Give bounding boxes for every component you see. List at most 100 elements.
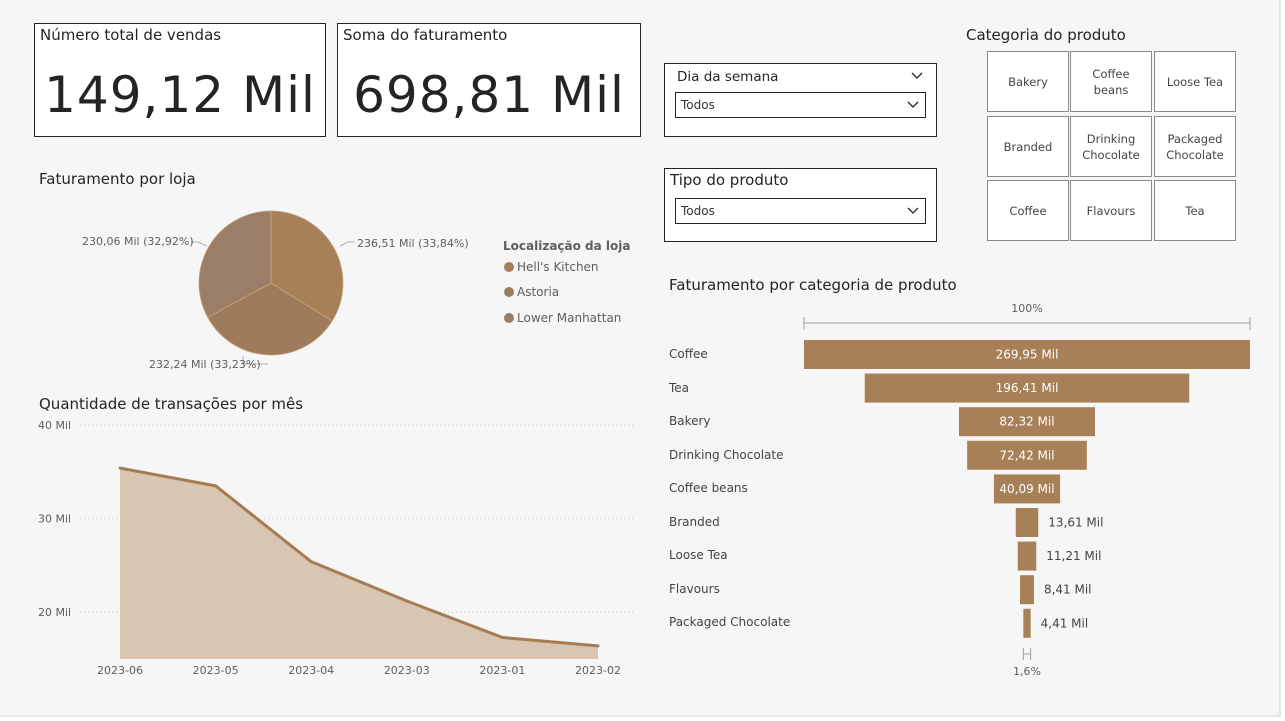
legend-item[interactable]: Astoria [504,285,559,299]
slicer-title: Dia da semana [677,69,779,85]
category-tile[interactable]: Loose Tea [1154,51,1236,112]
chevron-down-icon[interactable] [910,69,924,83]
x-tick-label: 2023-04 [288,664,334,677]
data-point[interactable] [309,560,313,564]
x-tick-label: 2023-02 [575,664,621,677]
y-tick-label: 30 Mil [38,513,71,526]
x-tick-label: 2023-05 [193,664,239,677]
product-type-dropdown[interactable]: Todos [675,198,926,224]
funnel-bar[interactable] [993,474,1061,504]
pie-leader-line [191,241,208,247]
pie-data-label: 232,24 Mil (33,23%) [149,358,261,371]
weekday-slicer: Dia da semana Todos [664,63,937,137]
area-chart-title: Quantidade de transações por mês [39,395,304,413]
funnel-data-label: 4,41 Mil [1041,616,1089,630]
data-point[interactable] [214,484,218,488]
funnel-bar[interactable] [1020,575,1034,605]
legend-item[interactable]: Hell's Kitchen [504,260,599,274]
kpi-title: Número total de vendas [40,26,222,44]
funnel-bar[interactable] [804,340,1250,369]
category-slicer-title: Categoria do produto [966,26,1126,44]
funnel-category-label: Coffee beans [669,481,748,495]
data-point[interactable] [118,466,122,470]
funnel-data-label: 72,42 Mil [999,448,1054,462]
legend-title: Localização da loja [503,239,631,253]
kpi-title: Soma do faturamento [343,26,508,44]
x-tick-label: 2023-01 [479,664,525,677]
funnel-data-label: 40,09 Mil [999,482,1054,496]
y-tick-label: 40 Mil [38,419,71,432]
funnel-category-label: Loose Tea [669,548,728,562]
area-chart: 20 Mil 30 Mil 40 Mil 2023-06 2023-05 2023-04 2… [38,419,634,677]
pie-chart [191,210,355,365]
weekday-dropdown[interactable]: Todos [675,92,926,118]
category-tile[interactable]: Packaged Chocolate [1154,116,1236,177]
kpi-value: 149,12 Mil [44,66,316,124]
dropdown-value: Todos [681,204,715,218]
data-point[interactable] [405,599,409,603]
legend-item[interactable]: Lower Manhattan [504,311,621,325]
legend-label: Hell's Kitchen [517,260,599,274]
product-type-slicer: Tipo do produto Todos [664,168,937,242]
funnel-top-bracket [803,317,1251,330]
dropdown-value: Todos [681,98,715,112]
data-point[interactable] [500,635,504,639]
x-tick-label: 2023-06 [97,664,143,677]
pie-slice[interactable] [270,210,344,322]
funnel-data-label: 13,61 Mil [1048,516,1103,530]
chevron-down-icon [907,207,919,214]
funnel-top-percent: 100% [1011,302,1042,315]
legend-dot [504,313,514,323]
category-tile[interactable]: Coffee beans [1070,51,1152,112]
funnel-data-label: 82,32 Mil [999,415,1054,429]
funnel-category-label: Branded [669,515,720,529]
slicer-title: Tipo do produto [670,171,789,189]
legend-label: Lower Manhattan [517,311,622,325]
y-tick-label: 20 Mil [38,606,71,619]
funnel-category-label: Bakery [669,414,711,428]
area-fill [120,468,598,659]
kpi-value: 698,81 Mil [353,66,625,124]
pie-chart-title: Faturamento por loja [39,170,196,188]
funnel-category-label: Coffee [669,347,708,361]
category-tile[interactable]: Coffee [987,180,1069,241]
funnel-data-label: 11,21 Mil [1046,549,1101,563]
funnel-data-label: 269,95 Mil [996,348,1059,362]
category-tile[interactable]: Branded [987,116,1069,177]
pie-slice[interactable] [207,282,333,356]
funnel-category-label: Flavours [669,582,720,596]
chevron-down-icon [907,101,919,108]
funnel-category-label: Tea [669,381,690,395]
kpi-card-total-sales: Número total de vendas 149,12 Mil [34,23,326,137]
area-line [119,466,599,648]
pie-slice[interactable] [198,210,272,318]
funnel-bar[interactable] [864,373,1190,403]
category-tile[interactable]: Flavours [1070,180,1152,241]
funnel-chart-title: Faturamento por categoria de produto [669,276,957,294]
funnel-chart: 100% 269,95 Mil 196,41 Mil 82,32 Mil 72,42 M… [803,302,1251,678]
category-tile[interactable]: Drinking Chocolate [1070,116,1152,177]
legend-dot [504,287,514,297]
funnel-category-label: Drinking Chocolate [669,448,784,462]
funnel-bar[interactable] [967,440,1087,470]
funnel-bottom-percent: 1,6% [1013,665,1041,678]
funnel-bar[interactable] [958,407,1096,437]
funnel-bottom-bracket [1022,648,1032,660]
pie-data-label: 236,51 Mil (33,84%) [357,237,469,250]
pie-data-label: 230,06 Mil (32,92%) [82,235,194,248]
legend-dot [504,262,514,272]
pie-leader-line [242,356,268,365]
funnel-data-label: 196,41 Mil [996,381,1059,395]
kpi-card-total-revenue: Soma do faturamento 698,81 Mil [337,23,641,137]
funnel-bar[interactable] [1023,608,1031,638]
funnel-bar[interactable] [1017,541,1037,571]
category-tile[interactable]: Tea [1154,180,1236,241]
funnel-bar[interactable] [1015,508,1039,537]
data-point[interactable] [596,644,600,648]
funnel-category-label: Packaged Chocolate [669,615,791,629]
x-tick-label: 2023-03 [384,664,430,677]
funnel-data-label: 8,41 Mil [1044,583,1092,597]
category-tile[interactable]: Bakery [987,51,1069,112]
legend-label: Astoria [517,285,560,299]
